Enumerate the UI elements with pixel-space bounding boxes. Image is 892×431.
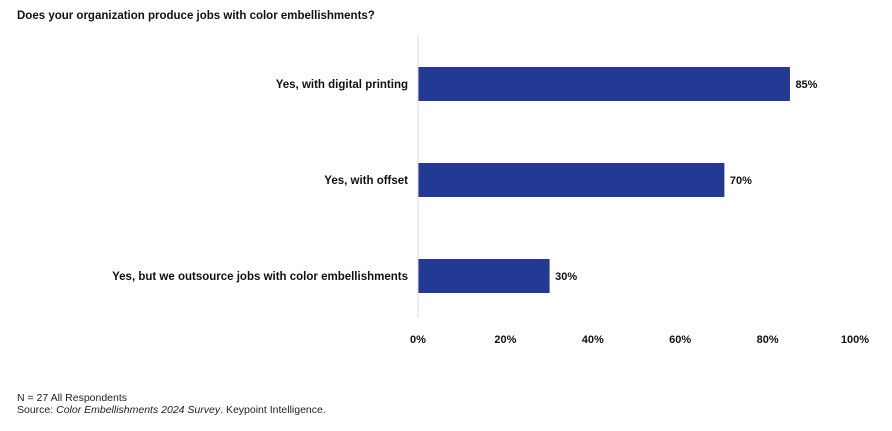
- bar: [418, 259, 550, 293]
- x-tick-label: 0%: [410, 334, 426, 346]
- data-label: 70%: [730, 175, 752, 187]
- source-title: Color Embellishments 2024 Survey: [56, 404, 221, 416]
- category-label: Yes, with offset: [324, 175, 408, 187]
- bar: [418, 163, 725, 197]
- source-note: Source: Color Embellishments 2024 Survey…: [17, 404, 326, 416]
- x-tick-label: 80%: [757, 334, 779, 346]
- x-tick-label: 40%: [582, 334, 604, 346]
- data-label: 30%: [555, 271, 577, 283]
- x-tick-label: 20%: [494, 334, 516, 346]
- category-label: Yes, but we outsource jobs with color em…: [112, 271, 408, 283]
- data-label: 85%: [795, 79, 817, 91]
- x-tick-label: 100%: [841, 334, 869, 346]
- source-prefix: Source:: [17, 404, 57, 416]
- bar: [418, 67, 790, 101]
- source-suffix: . Keypoint Intelligence.: [220, 404, 326, 416]
- category-label: Yes, with digital printing: [276, 79, 408, 91]
- x-tick-label: 60%: [669, 334, 691, 346]
- chart-title: Does your organization produce jobs with…: [17, 10, 375, 22]
- sample-size-note: N = 27 All Respondents: [17, 392, 128, 404]
